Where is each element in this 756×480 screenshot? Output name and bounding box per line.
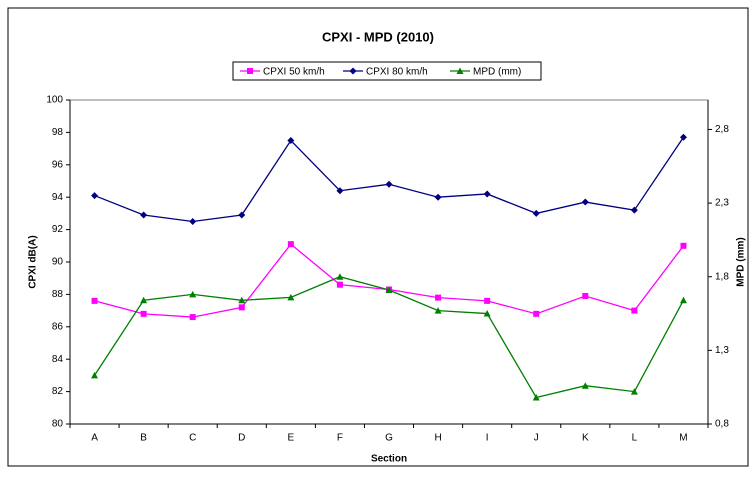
y2-tick-label: 1,8 xyxy=(715,271,729,282)
data-point xyxy=(91,371,99,379)
x-tick-label: L xyxy=(632,433,638,444)
y2-axis-title: MPD (mm) xyxy=(736,237,747,286)
data-point xyxy=(581,382,589,389)
data-point xyxy=(140,296,148,304)
data-point xyxy=(140,211,148,219)
x-tick-label: M xyxy=(679,433,687,444)
y-tick-label: 100 xyxy=(46,95,63,106)
x-tick-label: C xyxy=(189,433,196,444)
data-point xyxy=(385,286,393,293)
y-tick-label: 82 xyxy=(52,386,64,397)
x-tick-label: H xyxy=(434,433,441,444)
data-point xyxy=(287,137,295,144)
y-tick-label: 96 xyxy=(52,159,64,170)
x-tick-label: I xyxy=(486,433,489,444)
data-point xyxy=(680,242,687,249)
y-tick-label: 86 xyxy=(52,321,64,332)
x-tick-label: D xyxy=(238,433,245,444)
data-point xyxy=(385,180,393,188)
data-point xyxy=(91,192,99,200)
y2-tick-label: 1,3 xyxy=(715,345,729,356)
y-axis-title: CPXI dB(A) xyxy=(28,235,39,288)
legend-label: CPXI 80 km/h xyxy=(366,67,428,78)
data-point xyxy=(630,206,638,214)
legend-marker xyxy=(247,68,253,74)
data-point xyxy=(336,281,343,288)
y-tick-label: 84 xyxy=(52,354,64,365)
chart-title: CPXI - MPD (2010) xyxy=(322,29,434,44)
data-point xyxy=(679,296,687,304)
data-point xyxy=(336,187,344,195)
x-tick-label: B xyxy=(140,433,147,444)
y-tick-label: 98 xyxy=(52,127,64,138)
data-point xyxy=(189,314,196,321)
data-point xyxy=(336,273,344,280)
data-point xyxy=(287,293,295,301)
x-tick-label: K xyxy=(582,433,589,444)
data-point xyxy=(238,211,246,219)
y2-tick-label: 0,8 xyxy=(715,419,729,430)
y2-tick-label: 2,8 xyxy=(715,124,729,135)
legend-label: MPD (mm) xyxy=(473,67,521,78)
data-point xyxy=(238,296,246,304)
y-tick-label: 94 xyxy=(52,192,64,203)
data-point xyxy=(484,297,491,304)
y-tick-label: 80 xyxy=(52,419,64,430)
data-point xyxy=(435,294,442,301)
data-point xyxy=(679,133,687,141)
x-tick-label: E xyxy=(288,433,295,444)
data-point xyxy=(582,293,589,300)
data-point xyxy=(140,310,147,317)
data-point xyxy=(532,209,540,217)
x-tick-label: F xyxy=(337,433,343,444)
legend-label: CPXI 50 km/h xyxy=(263,67,325,78)
x-tick-label: A xyxy=(91,433,98,444)
x-axis-title: Section xyxy=(371,454,407,465)
data-point xyxy=(91,297,98,304)
legend-box xyxy=(232,61,542,81)
y-tick-label: 88 xyxy=(52,289,64,300)
data-point xyxy=(630,388,638,395)
data-point xyxy=(483,190,491,198)
data-point xyxy=(533,310,540,317)
data-point xyxy=(532,393,540,401)
data-point xyxy=(287,241,294,248)
y2-tick-label: 2,3 xyxy=(715,198,729,209)
data-point xyxy=(631,307,638,314)
data-point xyxy=(238,304,245,311)
data-point xyxy=(581,198,589,206)
data-point xyxy=(483,310,491,317)
data-point xyxy=(434,193,442,201)
y-tick-label: 92 xyxy=(52,224,64,235)
data-point xyxy=(189,290,197,298)
data-point xyxy=(434,307,442,314)
y-tick-label: 90 xyxy=(52,257,64,268)
legend-marker xyxy=(456,67,464,74)
legend-marker xyxy=(349,67,357,75)
chart-frame xyxy=(7,7,749,467)
x-tick-label: G xyxy=(385,433,393,444)
data-point xyxy=(189,218,197,225)
x-tick-label: J xyxy=(534,433,539,444)
